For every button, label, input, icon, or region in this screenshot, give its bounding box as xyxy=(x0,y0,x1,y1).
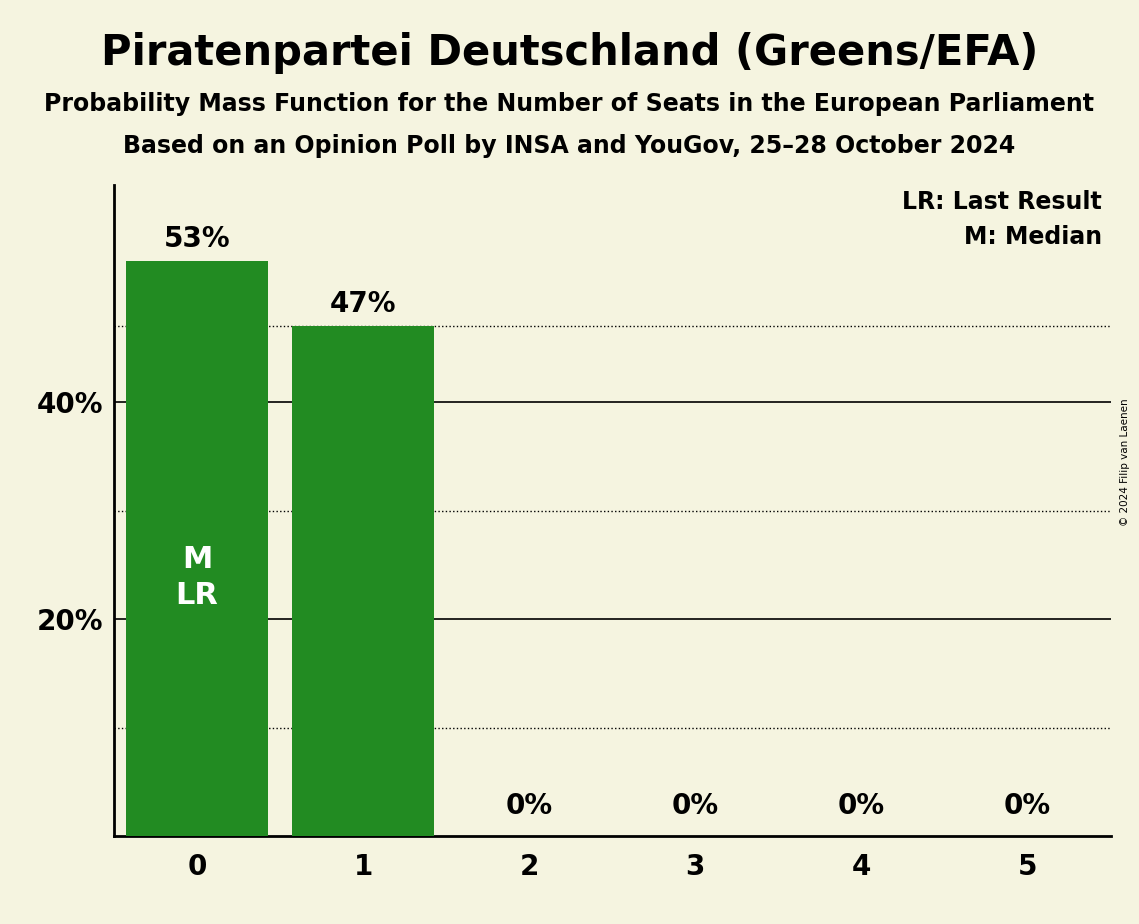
Text: Probability Mass Function for the Number of Seats in the European Parliament: Probability Mass Function for the Number… xyxy=(44,92,1095,116)
Text: Piratenpartei Deutschland (Greens/EFA): Piratenpartei Deutschland (Greens/EFA) xyxy=(101,32,1038,74)
Text: M
LR: M LR xyxy=(175,545,219,610)
Text: © 2024 Filip van Laenen: © 2024 Filip van Laenen xyxy=(1121,398,1130,526)
Text: 0%: 0% xyxy=(672,792,719,820)
Text: 0%: 0% xyxy=(1003,792,1051,820)
Bar xyxy=(293,326,434,836)
Bar xyxy=(126,261,268,836)
Text: Based on an Opinion Poll by INSA and YouGov, 25–28 October 2024: Based on an Opinion Poll by INSA and You… xyxy=(123,134,1016,158)
Text: LR: Last Result: LR: Last Result xyxy=(902,190,1103,214)
Text: M: Median: M: Median xyxy=(964,225,1103,249)
Text: 47%: 47% xyxy=(330,290,396,319)
Text: 0%: 0% xyxy=(506,792,552,820)
Text: 53%: 53% xyxy=(164,225,230,253)
Text: 0%: 0% xyxy=(838,792,885,820)
